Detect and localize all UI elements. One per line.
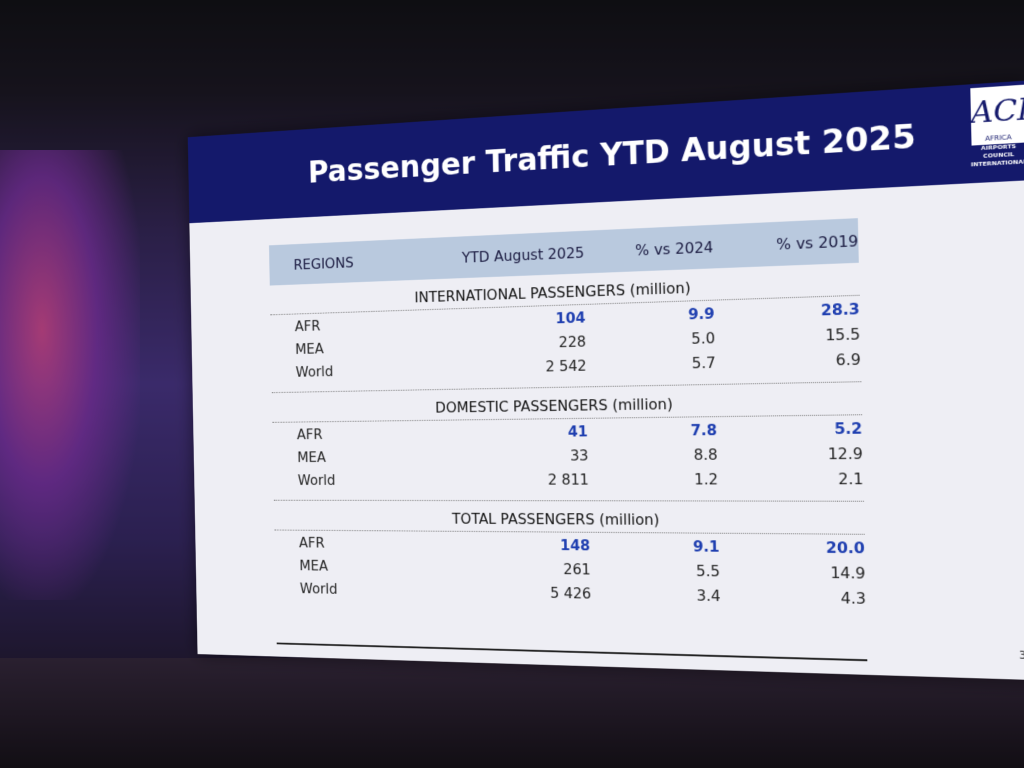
header-vs-2019: % vs 2019 xyxy=(776,231,859,254)
ytd-cell: 2 811 xyxy=(547,470,590,488)
ytd-cell: 41 xyxy=(567,421,589,440)
vs-2024-cell: 1.2 xyxy=(694,469,719,488)
region-cell: World xyxy=(299,579,338,597)
table-row: World 2 811 1.2 2.1 xyxy=(273,466,864,491)
slide-header: Passenger Traffic YTD August 2025 ACI AFR… xyxy=(187,80,1024,224)
vs-2019-cell: 14.9 xyxy=(830,563,866,582)
vs-2024-cell: 5.5 xyxy=(695,561,721,580)
table-row: MEA 33 8.8 12.9 xyxy=(273,440,863,468)
vs-2024-cell: 9.9 xyxy=(687,303,715,323)
vs-2019-cell: 5.2 xyxy=(834,418,863,438)
ytd-cell: 5 426 xyxy=(549,583,592,602)
vs-2019-cell: 28.3 xyxy=(820,299,860,319)
vs-2019-cell: 20.0 xyxy=(825,537,866,557)
vs-2024-cell: 9.1 xyxy=(692,536,720,556)
region-cell: AFR xyxy=(298,533,325,551)
region-cell: AFR xyxy=(294,316,321,335)
vs-2024-cell: 3.4 xyxy=(696,585,721,605)
region-cell: AFR xyxy=(296,425,323,443)
section-divider xyxy=(271,381,862,394)
passenger-traffic-table: REGIONS YTD August 2025 % vs 2024 % vs 2… xyxy=(269,218,866,610)
section-divider xyxy=(273,499,864,502)
vs-2019-cell: 6.9 xyxy=(835,349,862,369)
region-cell: World xyxy=(295,362,334,380)
ytd-cell: 2 542 xyxy=(545,356,587,375)
region-cell: MEA xyxy=(295,339,324,358)
ytd-cell: 148 xyxy=(560,535,591,554)
region-cell: World xyxy=(297,471,336,488)
vs-2024-cell: 8.8 xyxy=(693,445,718,464)
region-cell: MEA xyxy=(297,448,326,466)
vs-2019-cell: 4.3 xyxy=(840,588,867,608)
background-glow xyxy=(0,150,140,600)
header-regions: REGIONS xyxy=(293,253,354,273)
vs-2019-cell: 15.5 xyxy=(825,324,861,344)
vs-2019-cell: 2.1 xyxy=(838,469,864,488)
ytd-cell: 33 xyxy=(569,446,589,464)
vs-2024-cell: 5.7 xyxy=(691,353,716,372)
page-number: 3 xyxy=(1018,648,1024,662)
aci-africa-logo: ACI AFRICA AIRPORTS COUNCIL INTERNATIONAL xyxy=(966,80,1024,183)
projection-screen: Passenger Traffic YTD August 2025 ACI AFR… xyxy=(95,30,1024,710)
city-skyline xyxy=(0,658,1024,768)
footer-rule xyxy=(276,642,868,662)
header-vs-2024: % vs 2024 xyxy=(635,237,714,259)
ytd-cell: 261 xyxy=(563,559,591,578)
vs-2024-cell: 5.0 xyxy=(691,328,716,348)
slide-title: Passenger Traffic YTD August 2025 xyxy=(307,117,917,191)
header-ytd: YTD August 2025 xyxy=(461,243,585,266)
slide: Passenger Traffic YTD August 2025 ACI AFR… xyxy=(187,80,1024,681)
region-cell: MEA xyxy=(299,556,329,574)
vs-2019-cell: 12.9 xyxy=(827,443,864,463)
ytd-cell: 104 xyxy=(555,308,586,327)
ytd-cell: 228 xyxy=(558,332,587,351)
vs-2024-cell: 7.8 xyxy=(690,420,718,439)
